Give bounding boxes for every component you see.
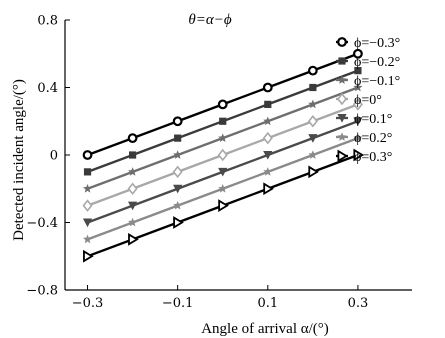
data-point [353,82,363,92]
legend-entry: ϕ=−0.2° [354,55,400,70]
data-point [128,151,137,159]
data-point [307,114,318,128]
data-point [218,183,228,193]
data-point [262,82,273,93]
series-markers [82,48,365,263]
data-point [217,148,228,162]
data-point [308,134,318,143]
legend-marker [337,37,347,47]
legend-marker [337,114,347,123]
x-tick-label: 0.1 [257,296,278,311]
data-point [173,150,183,159]
data-point [308,150,318,159]
legend-entry: ϕ=0.2° [354,131,392,146]
legend-entry: ϕ=0.3° [354,150,392,165]
data-point [127,201,138,211]
data-point [308,165,320,179]
data-point [128,217,138,227]
legend-entry: ϕ=−0.3° [354,36,400,51]
legend-marker [337,149,349,163]
data-point [174,134,182,142]
data-point [83,168,92,176]
y-tick-label: −0.4 [26,216,58,231]
data-point [263,167,273,176]
data-point [173,184,183,194]
data-point [217,99,228,110]
x-tick-label: −0.1 [162,296,194,311]
legend-entry: ϕ=−0.1° [354,74,400,89]
y-axis: −0.8 −0.4 0 0.4 0.8 [26,14,70,299]
data-point [353,48,363,59]
data-point [353,133,363,143]
legend-marker [337,132,347,141]
legend-marker [337,75,347,84]
data-point [83,249,94,263]
legend-entry: ϕ=0.1° [354,112,392,127]
data-point [308,99,318,109]
formula-annotation: θ=α−ϕ [188,12,231,28]
data-point [218,167,228,177]
data-point [127,133,138,144]
x-tick-label: 0.3 [348,296,369,311]
data-point [128,232,139,246]
data-point [173,200,183,210]
x-tick-label: −0.3 [72,296,104,311]
y-tick-label: 0.4 [37,81,58,96]
data-point [82,218,93,228]
y-axis-title: Detected incident angle/(°) [11,79,27,241]
legend-entry: ϕ=0° [354,93,382,108]
y-tick-label: 0.8 [37,14,58,29]
data-point [264,100,272,108]
legend: ϕ=−0.3° ϕ=−0.2° ϕ=−0.1° ϕ=0° ϕ=0.1° ϕ=0.2° ϕ=0… [336,36,400,165]
data-point [219,117,227,125]
data-point [307,65,318,76]
legend-marker [338,57,346,65]
data-point [353,148,365,162]
data-point [172,165,183,179]
data-point [263,151,273,160]
data-point [218,199,229,213]
data-point [218,133,228,143]
data-point [354,67,362,75]
data-point [353,117,363,126]
data-point [172,116,183,127]
data-point [262,131,273,145]
data-point [263,182,274,196]
data-point [263,116,273,126]
legend-marker [336,92,348,106]
y-tick-label: −0.8 [26,284,58,299]
y-tick-label: 0 [50,149,58,164]
x-axis: −0.3 −0.1 0.1 0.3 [72,285,369,311]
data-point [82,199,93,212]
x-axis-title: Angle of arrival α/(°) [201,321,329,337]
data-point [128,167,138,176]
data-point [82,183,93,193]
data-point [173,216,184,229]
data-point [309,83,317,92]
data-point [352,98,363,111]
data-point [82,150,93,160]
data-point [82,234,93,244]
data-point [127,182,138,196]
